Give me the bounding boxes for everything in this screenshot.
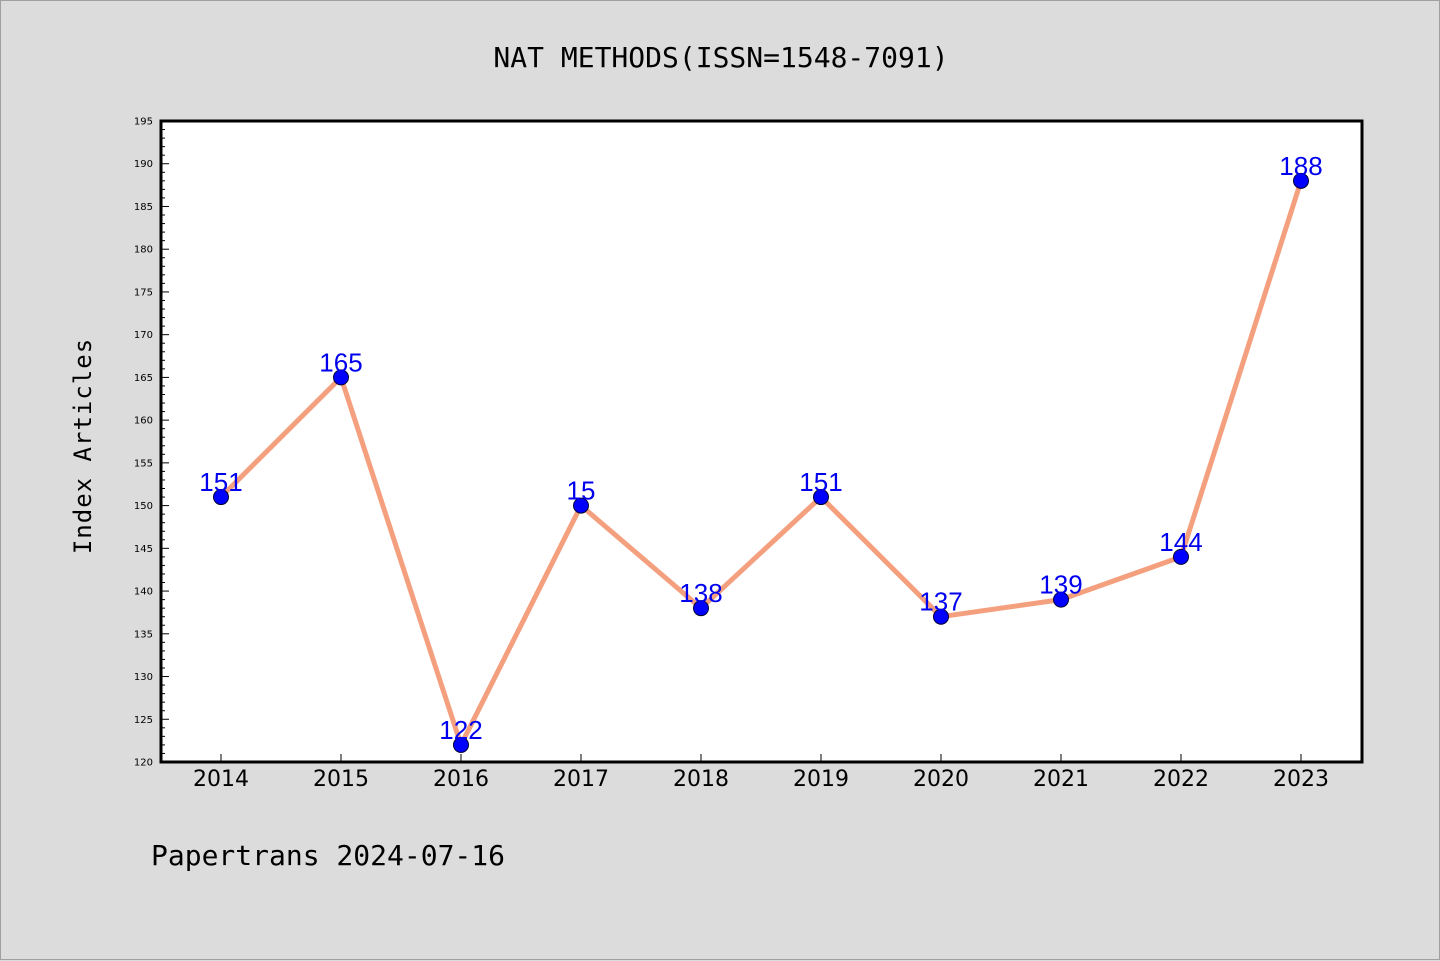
data-point (1173, 548, 1189, 565)
data-point (813, 489, 829, 506)
data-point (1293, 172, 1309, 189)
data-markers (213, 172, 1309, 753)
data-point (1053, 591, 1069, 608)
y-tick-label: 170 (134, 330, 153, 341)
y-tick-label: 145 (134, 544, 153, 555)
data-label: 138 (679, 578, 722, 608)
y-tick-label: 160 (134, 416, 153, 427)
x-axis-ticks: 2014 2015 2016 2017 2018 2019 2020 2021 2022 2023 (193, 754, 1329, 792)
x-tick-label: 2018 (673, 767, 729, 792)
x-tick-label: 2017 (553, 767, 609, 792)
chart-title: NAT METHODS(ISSN=1548-7091) (493, 41, 948, 74)
data-label: 188 (1279, 151, 1322, 181)
series-line (218, 178, 1304, 748)
data-point (333, 369, 349, 386)
x-tick-label: 2016 (433, 767, 489, 792)
data-point (213, 489, 229, 506)
x-tick-label: 2015 (313, 767, 369, 792)
data-point (933, 608, 949, 625)
data-label: 15 (567, 476, 596, 506)
data-point (453, 736, 469, 753)
y-tick-label: 135 (134, 629, 153, 640)
y-tick-label: 155 (134, 458, 153, 469)
data-label: 139 (1039, 570, 1082, 600)
y-tick-label: 185 (134, 202, 153, 213)
data-label: 151 (199, 467, 242, 497)
y-tick-label: 195 (134, 117, 153, 128)
x-tick-label: 2019 (793, 767, 849, 792)
y-tick-label: 125 (134, 715, 153, 726)
x-tick-label: 2021 (1033, 767, 1089, 792)
footer-date-stamp: Papertrans 2024-07-16 (151, 839, 505, 872)
y-tick-label: 120 (134, 758, 153, 769)
data-point (573, 497, 589, 514)
data-label: 122 (439, 715, 482, 745)
plot-area (159, 119, 1364, 764)
y-tick-label: 180 (134, 245, 153, 256)
data-labels: 151 165 122 15 138 151 137 139 144 188 (199, 151, 1322, 745)
y-axis-label: Index Articles (69, 338, 97, 554)
x-tick-label: 2014 (193, 767, 249, 792)
data-point (693, 600, 709, 617)
x-tick-label: 2020 (913, 767, 969, 792)
data-label: 151 (799, 467, 842, 497)
x-tick-label: 2023 (1273, 767, 1329, 792)
data-label: 137 (919, 587, 962, 617)
y-tick-label: 165 (134, 373, 153, 384)
x-tick-label: 2022 (1153, 767, 1209, 792)
data-label: 144 (1159, 527, 1202, 557)
y-tick-label: 190 (134, 159, 153, 170)
y-tick-label: 175 (134, 287, 153, 298)
y-axis-ticks: 120 125 130 135 140 145 150 155 160 165 170 175 180 1… (134, 117, 169, 769)
y-tick-label: 150 (134, 501, 153, 512)
y-tick-label: 140 (134, 587, 153, 598)
data-label: 165 (319, 347, 362, 377)
y-tick-label: 130 (134, 672, 153, 683)
